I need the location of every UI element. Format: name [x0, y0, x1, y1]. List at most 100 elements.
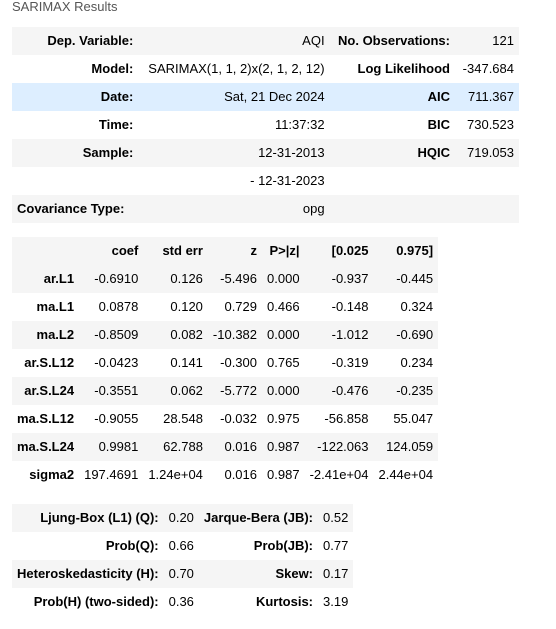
cell: 0.126: [143, 265, 208, 293]
cell: -56.858: [324, 411, 369, 426]
cell: 3.19: [323, 594, 349, 609]
cell: -122.063: [304, 433, 374, 461]
column-header: z: [207, 237, 263, 265]
cell: 0.000: [262, 377, 305, 405]
table-row: Heteroskedasticity (H): 0.70 Skew: 0.17: [12, 560, 354, 588]
summary-label: Dep. Variable:: [12, 27, 139, 55]
summary-value: 711.367: [454, 83, 519, 111]
row-label: ar.S.L12: [24, 355, 75, 370]
results-caption: SARIMAX Results: [12, 0, 118, 14]
cell: 0.52: [318, 504, 354, 532]
cell: 1.24e+04: [148, 467, 203, 482]
cell: -0.148: [331, 299, 369, 314]
cell: 0.729: [224, 299, 258, 314]
summary-label: [330, 167, 455, 195]
table-row: ar.S.L12 -0.0423 0.141 -0.300 0.765 -0.3…: [12, 349, 438, 377]
cell: -0.445: [373, 265, 439, 293]
cell: 0.36: [168, 594, 194, 609]
row-label: Jarque-Bera (JB):: [198, 504, 319, 532]
row-label: ma.S.L24: [12, 433, 80, 461]
cell: -0.032: [220, 411, 258, 426]
summary-row-highlighted: Date: Sat, 21 Dec 2024 AIC 711.367: [12, 83, 519, 111]
column-header: coef: [79, 237, 144, 265]
column-header: [12, 237, 80, 265]
row-label: Heteroskedasticity (H):: [12, 560, 164, 588]
summary-value: opg: [138, 195, 330, 223]
cell: 0.66: [168, 538, 194, 553]
row-label: ar.S.L24: [12, 377, 80, 405]
table-row: ma.L2 -0.8509 0.082 -10.382 0.000 -1.012…: [12, 321, 439, 349]
cell: 2.44e+04: [378, 467, 434, 482]
column-header: [0.025: [304, 237, 374, 265]
cell: 0.77: [323, 538, 349, 553]
cell: 0.975: [267, 411, 300, 426]
table-row: ma.L1 0.0878 0.120 0.729 0.466 -0.148 0.…: [12, 293, 438, 321]
cell: 0.765: [267, 355, 300, 370]
summary-value: 719.053: [454, 139, 519, 167]
row-label: ma.L2: [12, 321, 80, 349]
table-row: Prob(Q): 0.66 Prob(JB): 0.77: [12, 532, 353, 560]
coefficients-table: coef std err z P>|z| [0.025 0.975] ar.L1…: [12, 237, 439, 489]
summary-table: Dep. Variable: AQI No. Observations: 121…: [12, 27, 519, 223]
cell: 0.120: [170, 299, 203, 314]
summary-value: SARIMAX(1, 1, 2)x(2, 1, 2, 12): [148, 61, 325, 76]
summary-label: No. Observations:: [329, 27, 455, 55]
summary-label: [329, 195, 455, 223]
summary-row: - 12-31-2023: [12, 167, 519, 195]
row-label: Skew:: [198, 560, 319, 588]
summary-row: Covariance Type: opg: [12, 195, 519, 223]
cell: -0.8509: [79, 321, 144, 349]
coefficients-header-row: coef std err z P>|z| [0.025 0.975]: [12, 237, 439, 265]
summary-label: Time:: [98, 117, 134, 132]
cell: 62.788: [143, 433, 208, 461]
row-label: Prob(H) (two-sided):: [33, 594, 159, 609]
table-row: Prob(H) (two-sided): 0.36 Kurtosis: 3.19: [12, 588, 353, 616]
summary-row: Sample: 12-31-2013 HQIC 719.053: [12, 139, 519, 167]
summary-label: AIC: [329, 83, 455, 111]
row-label: ma.L1: [36, 299, 75, 314]
summary-value: Sat, 21 Dec 2024: [138, 83, 330, 111]
table-row: ar.L1 -0.6910 0.126 -5.496 0.000 -0.937 …: [12, 265, 439, 293]
summary-value: 121: [454, 27, 519, 55]
table-row: ma.S.L24 0.9981 62.788 0.016 0.987 -122.…: [12, 433, 439, 461]
diagnostics-table: Ljung-Box (L1) (Q): 0.20 Jarque-Bera (JB…: [12, 504, 354, 616]
cell: -5.772: [207, 377, 263, 405]
table-row: Ljung-Box (L1) (Q): 0.20 Jarque-Bera (JB…: [12, 504, 354, 532]
cell: 0.17: [318, 560, 354, 588]
summary-label: [12, 167, 138, 195]
summary-value: [455, 167, 519, 195]
cell: -0.6910: [79, 265, 144, 293]
summary-value: - 12-31-2023: [250, 173, 325, 188]
cell: -10.382: [207, 321, 263, 349]
cell: 0.987: [262, 433, 305, 461]
summary-label: Sample:: [12, 139, 139, 167]
cell: 0.000: [262, 321, 305, 349]
cell: -0.319: [331, 355, 369, 370]
cell: -2.41e+04: [309, 467, 369, 482]
summary-row: Model: SARIMAX(1, 1, 2)x(2, 1, 2, 12) Lo…: [12, 55, 519, 83]
cell: 0.062: [143, 377, 208, 405]
summary-value: 11:37:32: [274, 117, 325, 132]
column-header: std err: [143, 237, 208, 265]
summary-label: HQIC: [329, 139, 455, 167]
cell: 0.987: [267, 467, 300, 482]
cell: -0.690: [373, 321, 439, 349]
cell: -0.235: [373, 377, 439, 405]
summary-value: AQI: [138, 27, 330, 55]
row-label: Prob(JB):: [253, 538, 314, 553]
summary-label: Model:: [91, 61, 134, 76]
cell: 0.141: [170, 355, 203, 370]
summary-row: Time: 11:37:32 BIC 730.523: [12, 111, 519, 139]
table-row: ar.S.L24 -0.3551 0.062 -5.772 0.000 -0.4…: [12, 377, 439, 405]
row-label: sigma2: [29, 467, 75, 482]
cell: -0.937: [304, 265, 374, 293]
summary-value: [454, 195, 519, 223]
cell: 55.047: [393, 411, 434, 426]
summary-value: -347.684: [462, 61, 514, 76]
table-row: sigma2 197.4691 1.24e+04 0.016 0.987 -2.…: [12, 461, 438, 489]
cell: 28.548: [163, 411, 203, 426]
cell: -0.476: [304, 377, 374, 405]
row-label: Kurtosis:: [255, 594, 314, 609]
cell: 0.082: [143, 321, 208, 349]
row-label: Prob(Q):: [105, 538, 159, 553]
